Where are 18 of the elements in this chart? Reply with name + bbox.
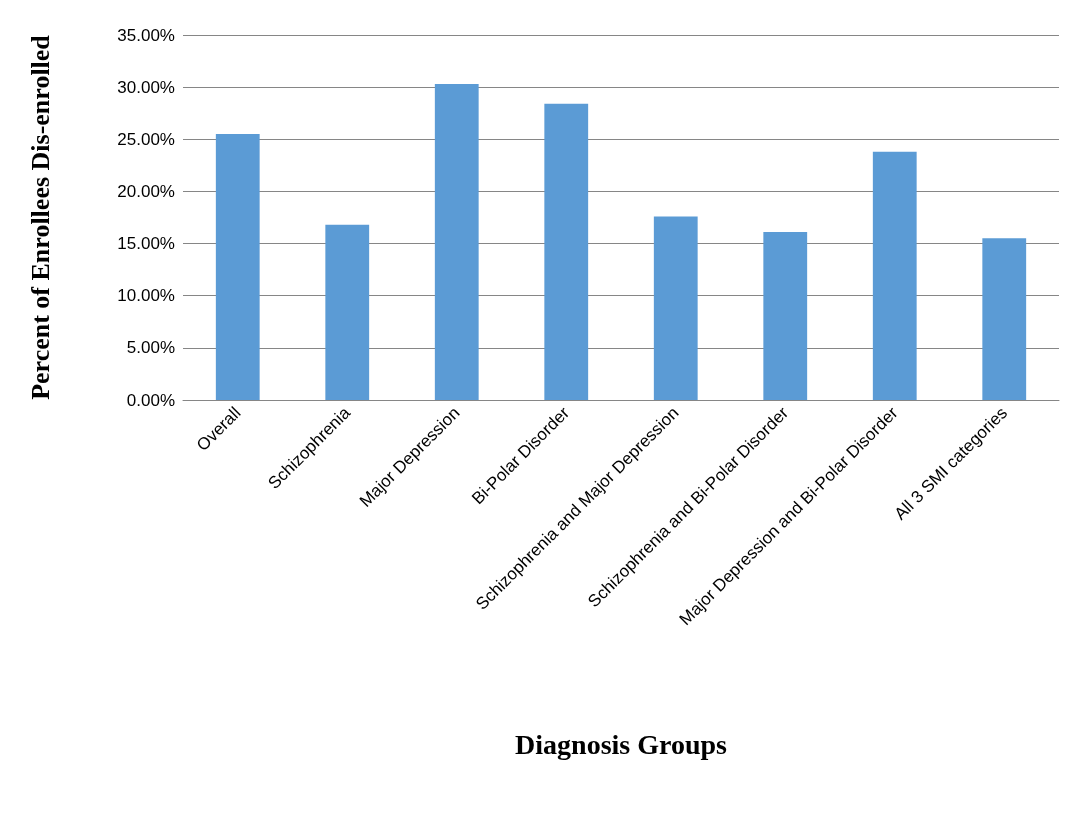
y-axis-title: Percent of Enrollees Dis-enrolled [25, 34, 55, 400]
y-tick-label: 25.00% [117, 129, 175, 149]
y-tick-label: 10.00% [117, 286, 175, 306]
bar [325, 224, 370, 400]
y-tick-label: 0.00% [126, 390, 175, 410]
y-tick-label: 35.00% [117, 25, 175, 45]
y-tick-label: 20.00% [117, 181, 175, 201]
y-tick-label: 5.00% [126, 338, 175, 358]
bar [215, 134, 260, 400]
bar [872, 151, 917, 400]
bar [763, 232, 808, 400]
x-axis-title: Diagnosis Groups [515, 728, 728, 760]
bar [653, 216, 698, 400]
bar [982, 238, 1027, 400]
bar [544, 103, 589, 400]
y-tick-label: 15.00% [117, 234, 175, 254]
bar [434, 84, 479, 400]
y-tick-label: 30.00% [117, 77, 175, 97]
